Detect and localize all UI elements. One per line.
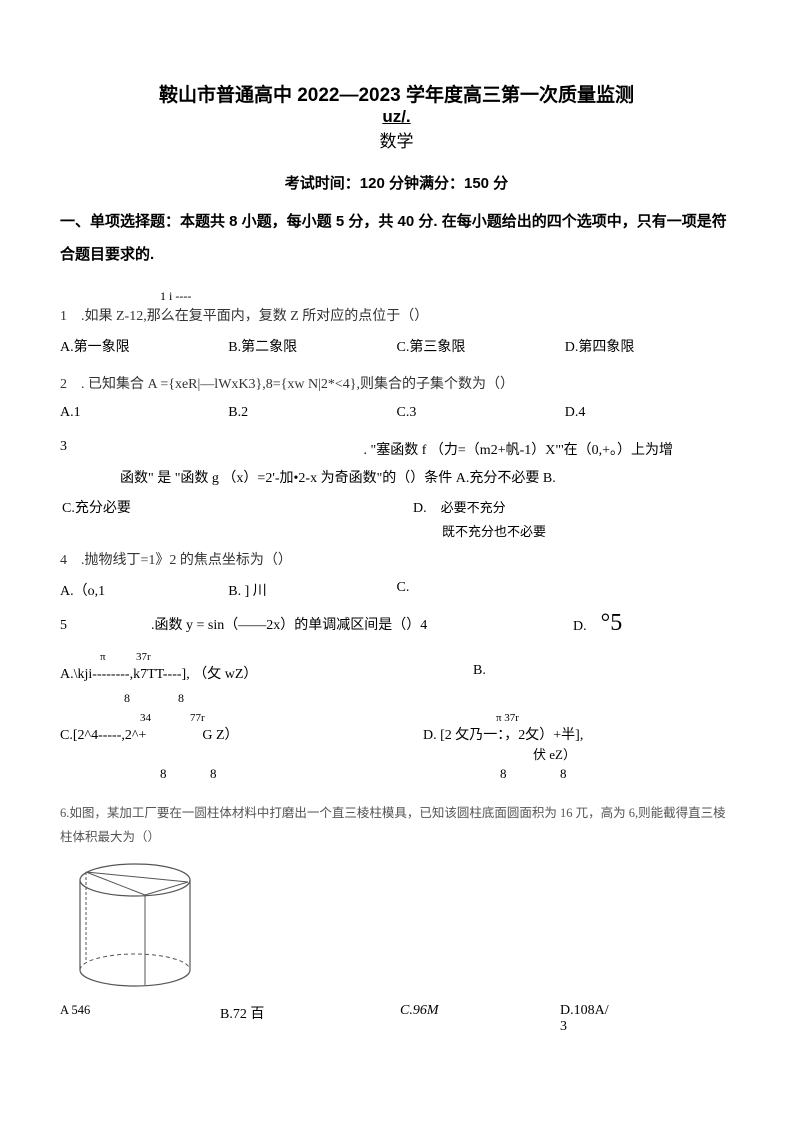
q5-bot8: 8 8 8 8 — [60, 766, 733, 782]
q5-text: 5 .函数 y = sin（——2x）的单调减区间是（）4 — [60, 614, 573, 634]
q4-opt-a: A.（o,1 — [60, 580, 228, 600]
q5-opt-d: D. [2 攵乃一：，2攵）+半], 伏 eZ） — [423, 724, 733, 764]
q2-opt-d: D.4 — [565, 405, 733, 421]
q3-opt-c: C.充分必要 — [62, 497, 413, 517]
q3-opt-d: D. 必要不充分 — [413, 497, 733, 517]
q4-text: 4 .抛物线丁=1》2 的焦点坐标为（） — [60, 550, 733, 572]
q5-right: D. D. °5°5 — [573, 610, 733, 637]
q1-pre: 1 i ---- — [160, 289, 733, 304]
q6-text: 6.如图，某加工厂要在一圆柱体材料中打磨出一个直三棱柱模具，已知该圆柱底面圆面积… — [60, 802, 733, 850]
question-1: 1 i ---- 1 .如果 Z-12,那么在复平面内，复数 Z 所对应的点位于… — [60, 289, 733, 356]
q3-dsub2: 既不充分也不必要 — [442, 521, 733, 540]
q5-opt-b: B. — [473, 663, 733, 683]
q5a-bot: 8 8 — [124, 689, 733, 706]
q2-text: 2 . 已知集合 A ={xeR|—lWxK3},8={xw N|2*<4},则… — [60, 374, 733, 396]
q5a-frac: π 37r — [100, 651, 733, 663]
q4-opt-b: B. ] 川 — [228, 580, 396, 600]
q4-options: A.（o,1 B. ] 川 C. — [60, 580, 733, 600]
title-main: 鞍山市普通高中 2022—2023 学年度高三第一次质量监测 — [60, 80, 733, 107]
title-block: 鞍山市普通高中 2022—2023 学年度高三第一次质量监测 uz/. 数学 — [60, 80, 733, 152]
question-5: 5 .函数 y = sin（——2x）的单调减区间是（）4 D. D. °5°5… — [60, 610, 733, 782]
q4-opt-c: C. — [397, 580, 565, 600]
q1-opt-b: B.第二象限 — [228, 336, 396, 356]
section-header: 一、单项选择题：本题共 8 小题，每小题 5 分，共 40 分. 在每小题给出的… — [60, 205, 733, 271]
q2-options: A.1 B.2 C.3 D.4 — [60, 405, 733, 421]
q2-opt-a: A.1 — [60, 405, 228, 421]
question-6: 6.如图，某加工厂要在一圆柱体材料中打磨出一个直三棱柱模具，已知该圆柱底面圆面积… — [60, 802, 733, 1035]
q3-cont: 函数" 是 "函数 g （x）=2'-加•2-x 为奇函数"的（）条件 A.充分… — [120, 467, 733, 487]
title-sub: uz/. — [60, 107, 733, 127]
question-3: 3 . "塞函数 f （力=（m2+帆-1）X"'在（0,+。）上为增 函数" … — [60, 439, 733, 540]
q2-opt-c: C.3 — [397, 405, 565, 421]
cylinder-svg — [70, 860, 200, 990]
question-4: 4 .抛物线丁=1》2 的焦点坐标为（） A.（o,1 B. ] 川 C. — [60, 550, 733, 600]
q1-opt-d: D.第四象限 — [565, 336, 733, 356]
q1-options: A.第一象限 B.第二象限 C.第三象限 D.第四象限 — [60, 336, 733, 356]
q1-opt-a: A.第一象限 — [60, 336, 228, 356]
title-subject: 数学 — [60, 127, 733, 152]
q5-opt-a: A.\kji--------,k7TT----], （攵 wZ） — [60, 663, 473, 683]
q6-opt-d: D.108A/ 3 — [560, 1003, 680, 1035]
q6-opt-a: A 546 — [60, 1003, 220, 1018]
q3-right: . "塞函数 f （力=（m2+帆-1）X"'在（0,+。）上为增 — [78, 439, 733, 459]
q2-opt-b: B.2 — [228, 405, 396, 421]
q6-options: A 546 B.72 百 C.96M D.108A/ 3 — [60, 1003, 733, 1035]
q5-opt-c: C.[2^4-----,2^+ G Z） — [60, 724, 423, 764]
q4-opt-d — [565, 580, 733, 600]
q6-opt-b: B.72 百 — [220, 1003, 400, 1023]
cylinder-figure — [70, 860, 733, 995]
q3-num: 3 — [60, 439, 78, 459]
exam-info: 考试时间：120 分钟满分：150 分 — [60, 172, 733, 193]
q1-text: 1 .如果 Z-12,那么在复平面内，复数 Z 所对应的点位于（） — [60, 306, 733, 328]
q6-opt-c: C.96M — [400, 1003, 560, 1019]
question-2: 2 . 已知集合 A ={xeR|—lWxK3},8={xw N|2*<4},则… — [60, 374, 733, 420]
q1-opt-c: C.第三象限 — [397, 336, 565, 356]
q5c-frac: 34 77r π 37r — [140, 712, 733, 724]
